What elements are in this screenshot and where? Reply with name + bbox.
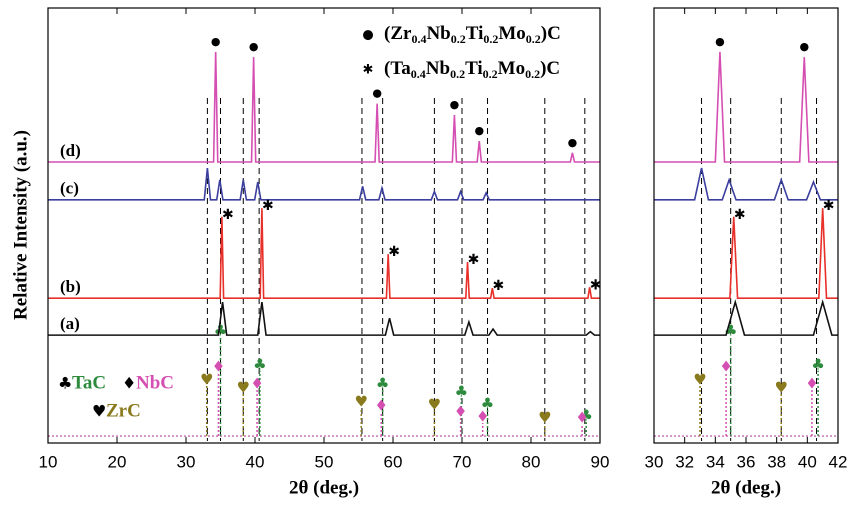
legend-label: NbC bbox=[136, 372, 174, 393]
reference-marker: ♣ bbox=[579, 407, 592, 425]
legend-symbol: ♥ bbox=[92, 402, 106, 421]
reference-marker: ♦ bbox=[212, 357, 225, 375]
series-label: (d) bbox=[60, 141, 81, 160]
reference-marker: ♦ bbox=[375, 397, 388, 415]
x-tick-label: 40 bbox=[246, 452, 265, 471]
reference-marker: ♣ bbox=[253, 355, 266, 373]
x-tick-label: 32 bbox=[675, 452, 694, 471]
series-label: (a) bbox=[60, 314, 80, 333]
x-tick-label: 38 bbox=[767, 452, 786, 471]
reference-marker: ♣ bbox=[811, 355, 824, 373]
series-line bbox=[48, 301, 600, 336]
peak-marker: ✱ bbox=[388, 244, 400, 260]
peak-marker: ● bbox=[474, 124, 484, 137]
x-tick-label: 30 bbox=[645, 452, 664, 471]
peak-marker: ● bbox=[715, 35, 725, 48]
reference-marker: ♥ bbox=[237, 378, 250, 396]
legend-label: (Ta0.4Nb0.2Ti0.2Mo0.2)C bbox=[384, 58, 560, 80]
peak-marker: ✱ bbox=[823, 198, 835, 214]
peak-marker: ✱ bbox=[262, 198, 274, 214]
series-label: (b) bbox=[60, 277, 81, 296]
reference-marker: ♦ bbox=[575, 408, 588, 426]
x-tick-label: 90 bbox=[591, 452, 610, 471]
series-line bbox=[654, 299, 838, 336]
peak-marker: ✱ bbox=[590, 277, 602, 293]
x-axis-label: 2θ (deg.) bbox=[711, 477, 781, 498]
peak-marker: ✱ bbox=[492, 278, 504, 294]
series-line bbox=[48, 168, 600, 201]
x-tick-label: 10 bbox=[39, 452, 58, 471]
peak-marker: ● bbox=[450, 98, 460, 111]
x-tick-label: 36 bbox=[737, 452, 756, 471]
reference-marker: ♥ bbox=[200, 371, 213, 389]
reference-marker: ♦ bbox=[719, 357, 732, 375]
legend-symbol: ♦ bbox=[122, 374, 136, 393]
x-tick-label: 34 bbox=[706, 452, 725, 471]
reference-marker: ♥ bbox=[355, 393, 368, 411]
reference-marker: ♥ bbox=[775, 378, 788, 396]
x-tick-label: 50 bbox=[315, 452, 334, 471]
x-tick-label: 80 bbox=[522, 452, 541, 471]
peak-marker: ✱ bbox=[734, 207, 746, 223]
legend-symbol: ♣ bbox=[58, 374, 72, 393]
peak-marker: ● bbox=[211, 35, 221, 48]
x-tick-label: 60 bbox=[384, 452, 403, 471]
peak-marker: ● bbox=[799, 40, 809, 53]
legend-label: ZrC bbox=[106, 400, 141, 421]
x-tick-label: 70 bbox=[453, 452, 472, 471]
series-line bbox=[654, 208, 838, 299]
legend-label: TaC bbox=[72, 372, 106, 393]
x-tick-label: 42 bbox=[829, 452, 848, 471]
series-line bbox=[654, 51, 838, 163]
peak-marker: ● bbox=[372, 87, 382, 100]
legend-symbol: ✱ bbox=[363, 63, 374, 78]
plot-area: ♣♣♣ ♣♣♣♦♦♦ ♦ ♦ ♦♥ ♥♥ ♥♥● ●●●●●✱✱✱ ✱✱ ✱ bbox=[48, 35, 602, 441]
reference-marker: ♥ bbox=[693, 371, 706, 389]
reference-marker: ♣ bbox=[724, 321, 737, 339]
legend-label: (Zr0.4Nb0.2Ti0.2Mo0.2)C bbox=[384, 23, 561, 45]
x-axis-label: 2θ (deg.) bbox=[289, 477, 359, 498]
legend-symbol: ● bbox=[362, 28, 373, 43]
reference-marker: ♦ bbox=[250, 374, 263, 392]
x-tick-label: 30 bbox=[177, 452, 196, 471]
x-tick-label: 40 bbox=[798, 452, 817, 471]
series-line bbox=[48, 208, 600, 299]
peak-marker: ✱ bbox=[222, 207, 234, 223]
series-line bbox=[654, 167, 838, 201]
reference-marker: ♣ bbox=[481, 394, 494, 412]
plot-area: ♣♣♦♦♥ ♥● ●✱✱ bbox=[654, 35, 838, 441]
peak-marker: ● bbox=[568, 136, 578, 149]
y-axis-label: Relative Intensity (a.u.) bbox=[10, 130, 31, 320]
reference-marker: ♦ bbox=[476, 407, 489, 425]
reference-marker: ♥ bbox=[428, 395, 441, 413]
peak-marker: ✱ bbox=[468, 252, 480, 268]
reference-marker: ♣ bbox=[455, 383, 468, 401]
series-label: (c) bbox=[60, 179, 79, 198]
reference-marker: ♥ bbox=[538, 408, 551, 426]
peak-marker: ● bbox=[249, 40, 259, 53]
reference-marker: ♦ bbox=[454, 403, 467, 421]
reference-marker: ♦ bbox=[805, 374, 818, 392]
series-line bbox=[48, 51, 600, 163]
x-tick-label: 20 bbox=[108, 452, 127, 471]
reference-marker: ♣ bbox=[376, 374, 389, 392]
